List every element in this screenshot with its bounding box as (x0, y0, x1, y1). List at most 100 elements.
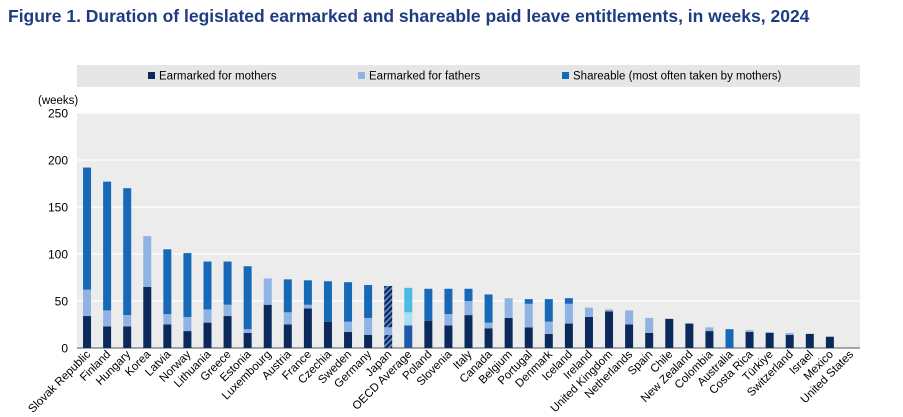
bar-mothers-chile (665, 318, 674, 348)
bar-mothers-czechia (323, 321, 332, 348)
bar-shareable-estonia (243, 266, 252, 330)
bar-mothers-denmark (544, 333, 553, 348)
bar-mothers-colombia (705, 331, 714, 348)
bar-shareable-greece (223, 261, 232, 305)
bar-mothers-estonia (243, 332, 252, 348)
bar-shareable-lithuania (203, 261, 212, 310)
bar-fathers-t-rkiye (765, 332, 774, 333)
bar-fathers-netherlands (625, 310, 634, 325)
bar-shareable-denmark (544, 299, 553, 322)
bar-mothers-portugal (524, 327, 533, 348)
bar-mothers-japan (384, 334, 393, 348)
bar-mothers-germany (364, 334, 373, 348)
bar-shareable-oecd-average (404, 287, 413, 313)
bar-mothers-mexico (825, 336, 834, 348)
legend-label-fathers: Earmarked for fathers (369, 71, 480, 83)
bar-mothers-israel (805, 333, 814, 348)
bar-fathers-canada (484, 322, 493, 329)
chart-title: Figure 1. Duration of legislated earmark… (8, 6, 810, 26)
bar-fathers-switzerland (785, 332, 794, 335)
y-tick-label: 0 (61, 342, 68, 356)
x-category-label: Slovak Republic (26, 348, 93, 415)
bar-mothers-latvia (163, 324, 172, 348)
bar-shareable-portugal (524, 299, 533, 304)
bar-fathers-norway (183, 316, 192, 332)
legend-swatch-fathers (358, 72, 365, 79)
bar-mothers-canada (484, 328, 493, 348)
bar-fathers-hungary (123, 315, 132, 327)
bar-shareable-slovenia (444, 288, 453, 315)
bar-mothers-new-zealand (685, 323, 694, 348)
bar-shareable-latvia (163, 249, 172, 315)
bar-fathers-costa-rica (745, 330, 754, 333)
bar-fathers-oecd-average (404, 312, 413, 326)
bar-mothers-poland (424, 320, 433, 348)
bar-shareable-slovak-republic (83, 167, 92, 290)
bar-fathers-japan (384, 327, 393, 335)
bar-fathers-germany (364, 317, 373, 335)
bar-mothers-lithuania (203, 322, 212, 348)
bar-mothers-slovenia (444, 325, 453, 348)
bar-mothers-hungary (123, 326, 132, 348)
bar-mothers-switzerland (785, 334, 794, 348)
bar-mothers-norway (183, 331, 192, 348)
bar-mothers-costa-rica (745, 332, 754, 348)
bar-mothers-slovak-republic (83, 316, 92, 348)
bar-mothers-t-rkiye (765, 332, 774, 348)
y-unit-label: (weeks) (38, 95, 78, 107)
bar-mothers-austria (283, 324, 292, 348)
bar-fathers-colombia (705, 327, 714, 332)
bar-mothers-korea (143, 286, 152, 348)
bar-shareable-france (303, 280, 312, 305)
bar-shareable-japan (384, 285, 393, 328)
legend-background (77, 65, 860, 87)
y-tick-label: 50 (55, 295, 69, 309)
bar-shareable-norway (183, 253, 192, 317)
bar-fathers-united-kingdom (605, 309, 614, 312)
bar-fathers-greece (223, 304, 232, 317)
y-tick-label: 200 (48, 154, 68, 168)
bar-mothers-luxembourg (263, 304, 272, 348)
y-tick-label: 100 (48, 248, 68, 262)
bar-fathers-slovak-republic (83, 289, 92, 317)
bar-mothers-france (303, 308, 312, 348)
bar-shareable-iceland (564, 298, 573, 304)
bar-fathers-italy (464, 301, 473, 316)
bar-shareable-austria (283, 279, 292, 313)
bar-fathers-latvia (163, 314, 172, 325)
bar-mothers-italy (464, 315, 473, 348)
bar-fathers-korea (143, 236, 152, 287)
bar-fathers-iceland (564, 303, 573, 324)
bar-fathers-finland (103, 310, 112, 327)
bar-shareable-finland (103, 181, 112, 311)
bar-shareable-canada (484, 294, 493, 323)
bar-mothers-netherlands (625, 324, 634, 348)
bar-shareable-sweden (344, 282, 353, 322)
bar-mothers-spain (645, 332, 654, 348)
legend-label-mothers: Earmarked for mothers (159, 71, 277, 83)
bar-mothers-greece (223, 316, 232, 348)
legend-swatch-shareable (562, 72, 569, 79)
bar-fathers-france (303, 304, 312, 309)
bar-fathers-belgium (504, 298, 513, 318)
bar-fathers-denmark (544, 321, 553, 334)
bar-fathers-luxembourg (263, 278, 272, 305)
bar-shareable-czechia (323, 281, 332, 322)
bar-mothers-ireland (584, 316, 593, 348)
bar-fathers-slovenia (444, 314, 453, 326)
bar-shareable-poland (424, 288, 433, 321)
bar-shareable-australia (725, 329, 734, 348)
bar-fathers-estonia (243, 329, 252, 333)
bar-fathers-austria (283, 312, 292, 325)
bar-shareable-germany (364, 285, 373, 318)
bar-fathers-ireland (584, 307, 593, 317)
bar-mothers-belgium (504, 317, 513, 348)
bar-mothers-sweden (344, 332, 353, 348)
bar-fathers-lithuania (203, 309, 212, 323)
bar-mothers-finland (103, 326, 112, 348)
y-tick-label: 150 (48, 201, 68, 215)
y-tick-label: 250 (48, 107, 68, 121)
bar-shareable-italy (464, 288, 473, 301)
bar-fathers-spain (645, 317, 654, 333)
bar-fathers-portugal (524, 303, 533, 328)
